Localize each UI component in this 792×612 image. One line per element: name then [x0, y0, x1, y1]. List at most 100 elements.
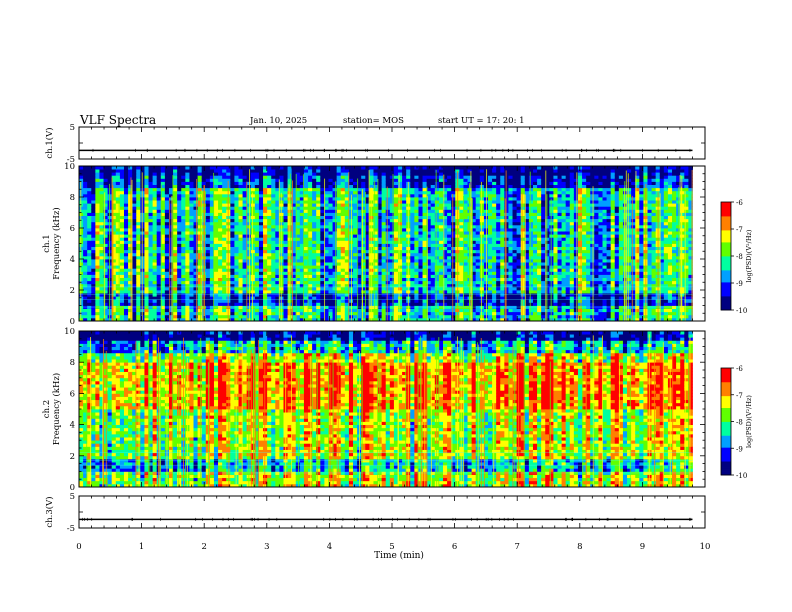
spectrogram-cell [254, 187, 260, 192]
spectrogram-cell [426, 234, 432, 238]
spectrogram-cell [361, 212, 366, 216]
spectrogram-cell [218, 193, 223, 198]
spectrogram-cell [156, 317, 162, 322]
spectrogram-cell [299, 240, 305, 244]
spectrogram-cell [398, 308, 403, 313]
spectrogram-cell [148, 203, 154, 207]
spectrogram-cell [123, 181, 129, 185]
spectrogram-cell [418, 277, 423, 282]
spectrogram-cell [148, 231, 154, 235]
spectrogram-cell [152, 215, 158, 220]
spectrogram-cell [295, 277, 301, 282]
spectrogram-cell [238, 265, 243, 269]
spectrogram-cell [148, 259, 154, 263]
spectrogram-cell [123, 212, 129, 216]
spectrogram-cell [79, 166, 84, 170]
spectrogram-cell [234, 243, 239, 247]
spectrogram-cell [373, 296, 378, 300]
spectrogram-cell [136, 181, 141, 185]
spectrogram-cell [443, 215, 448, 220]
spectrogram-cell [144, 228, 149, 232]
spectrogram-cell [123, 265, 129, 269]
spectrogram-cell [173, 296, 178, 300]
spectrogram-cell [189, 197, 194, 201]
spectrogram-cell [385, 187, 391, 192]
spectrogram-cell [258, 172, 264, 176]
spectrogram-cell [185, 262, 190, 266]
spectrogram-cell [119, 206, 125, 210]
spectrogram-cell [230, 197, 235, 201]
spectrogram-cell [148, 193, 154, 198]
spectrogram-cell [83, 280, 88, 285]
spectrogram-cell [128, 286, 133, 291]
spectrogram-cell [389, 203, 395, 207]
spectrogram-cell [438, 221, 444, 226]
spectrogram-cell [181, 255, 186, 260]
spectrogram-cell [111, 181, 117, 185]
spectrogram-cell [361, 206, 366, 210]
spectrogram-cell [312, 283, 317, 288]
spectrogram-cell [451, 190, 456, 195]
spectrogram-cell [443, 206, 448, 210]
spectrogram-cell [357, 218, 362, 223]
spectrogram-cell [414, 277, 419, 282]
spectrogram-cell [128, 224, 133, 229]
spectrogram-cell [312, 246, 317, 251]
spectrogram-cell [344, 317, 350, 322]
spectrogram-cell [385, 215, 391, 220]
spectrogram-cell [430, 166, 436, 170]
spectrogram-cell [426, 221, 432, 226]
spectrogram-cell [451, 299, 456, 303]
spectrogram-cell [443, 296, 448, 300]
spectrogram-cell [312, 274, 317, 278]
spectrogram-cell [164, 259, 170, 263]
spectrogram-cell [230, 243, 235, 247]
spectrogram-cell [189, 206, 194, 210]
spectrogram-cell [193, 221, 199, 226]
spectrogram-cell [87, 299, 92, 303]
spectrogram-cell [193, 187, 199, 192]
spectrogram-cell [95, 172, 100, 176]
spectrogram-cell [410, 197, 415, 201]
spectrogram-cell [119, 209, 125, 213]
spectrogram-cell [385, 197, 391, 201]
spectrogram-cell [136, 255, 141, 260]
spectrogram-cell [463, 259, 468, 263]
spectrogram-cell [299, 175, 305, 179]
spectrogram-cell [230, 221, 235, 226]
spectrogram-cell [246, 218, 252, 223]
spectrogram-cell [434, 268, 440, 272]
spectrogram-cell [189, 237, 194, 241]
spectrogram-cell [123, 193, 129, 198]
spectrogram-cell [193, 308, 199, 313]
spectrogram-cell [361, 190, 366, 195]
spectrogram-cell [128, 172, 133, 176]
spectrogram-cell [340, 252, 346, 257]
spectrogram-cell [205, 193, 211, 198]
spectrogram-cell [422, 237, 428, 241]
spectrogram-cell [324, 187, 329, 192]
spectrogram-cell [303, 246, 309, 251]
spectrogram-cell [238, 271, 243, 275]
spectrogram-cell [238, 234, 243, 238]
spectrogram-cell [344, 234, 350, 238]
spectrogram-cell [267, 255, 272, 260]
spectrogram-cell [414, 308, 419, 313]
spectrogram-cell [389, 234, 395, 238]
spectrogram-cell [95, 193, 100, 198]
spectrogram-cell [103, 224, 109, 229]
spectrogram-cell [181, 218, 186, 223]
spectrogram-cell [144, 299, 149, 303]
spectrogram-cell [312, 212, 317, 216]
spectrogram-cell [430, 249, 436, 254]
spectrogram-cell [312, 218, 317, 223]
spectrogram-cell [361, 317, 366, 322]
spectrogram-cell [148, 302, 154, 306]
spectrogram-cell [250, 197, 256, 201]
spectrogram-cell [164, 197, 170, 201]
spectrogram-cell [246, 311, 252, 316]
spectrogram-cell [242, 193, 248, 198]
spectrogram-cell [185, 252, 190, 257]
spectrogram-cell [303, 203, 309, 207]
spectrogram-cell [361, 215, 366, 220]
